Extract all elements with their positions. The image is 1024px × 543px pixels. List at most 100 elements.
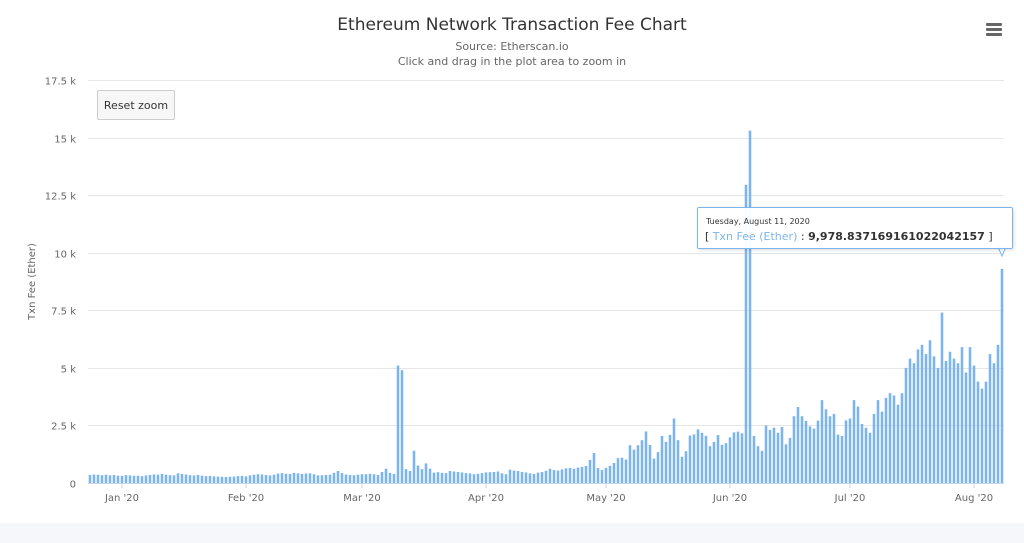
bar[interactable]	[728, 437, 732, 483]
bar[interactable]	[220, 476, 224, 483]
bar[interactable]	[388, 472, 392, 483]
bar[interactable]	[680, 456, 684, 483]
bar[interactable]	[208, 475, 212, 483]
bar[interactable]	[756, 446, 760, 483]
bar[interactable]	[336, 471, 340, 483]
bar[interactable]	[356, 474, 360, 483]
bar[interactable]	[548, 468, 552, 483]
bar[interactable]	[744, 184, 748, 483]
bar[interactable]	[552, 470, 556, 483]
bar[interactable]	[964, 372, 968, 483]
bar[interactable]	[908, 358, 912, 483]
bar[interactable]	[704, 435, 708, 483]
bar[interactable]	[188, 475, 192, 483]
bar[interactable]	[216, 476, 220, 483]
bar[interactable]	[940, 312, 944, 483]
bar[interactable]	[344, 474, 348, 483]
bar[interactable]	[920, 344, 924, 483]
bar[interactable]	[520, 471, 524, 483]
bar[interactable]	[396, 365, 400, 483]
bar[interactable]	[676, 440, 680, 483]
bar[interactable]	[724, 443, 728, 483]
bar[interactable]	[196, 474, 200, 483]
bar[interactable]	[876, 400, 880, 483]
bar[interactable]	[780, 427, 784, 483]
bar[interactable]	[956, 363, 960, 483]
bar[interactable]	[732, 432, 736, 483]
bar[interactable]	[516, 471, 520, 483]
bar[interactable]	[236, 476, 240, 483]
bar[interactable]	[784, 444, 788, 483]
bar[interactable]	[788, 437, 792, 483]
bar[interactable]	[392, 474, 396, 483]
bar[interactable]	[180, 474, 184, 483]
bar[interactable]	[936, 367, 940, 483]
bar[interactable]	[864, 427, 868, 483]
bar[interactable]	[700, 432, 704, 483]
bar[interactable]	[856, 406, 860, 483]
bar[interactable]	[560, 469, 564, 483]
bar[interactable]	[896, 404, 900, 483]
bar[interactable]	[632, 449, 636, 483]
bar[interactable]	[760, 450, 764, 483]
bar[interactable]	[800, 416, 804, 483]
bar[interactable]	[524, 472, 528, 483]
bar[interactable]	[172, 475, 176, 483]
bar[interactable]	[184, 474, 188, 483]
bar[interactable]	[288, 474, 292, 483]
bar[interactable]	[368, 473, 372, 483]
bar[interactable]	[436, 472, 440, 483]
bar[interactable]	[312, 474, 316, 483]
bar[interactable]	[128, 475, 132, 483]
bar[interactable]	[328, 474, 332, 483]
bar[interactable]	[100, 475, 104, 483]
bar[interactable]	[1000, 268, 1004, 483]
chart-plot[interactable]: 0 2.5 k 5 k 7.5 k 10 k 12.5 k 15 k 17.5 k Jan '2…	[0, 0, 1024, 523]
bar[interactable]	[968, 347, 972, 483]
bar[interactable]	[992, 363, 996, 483]
bar[interactable]	[592, 453, 596, 483]
bar[interactable]	[152, 474, 156, 483]
bar[interactable]	[972, 365, 976, 483]
bar[interactable]	[668, 434, 672, 483]
bar[interactable]	[948, 351, 952, 483]
bar[interactable]	[624, 459, 628, 483]
bar[interactable]	[576, 467, 580, 483]
bar[interactable]	[840, 436, 844, 483]
bar[interactable]	[292, 472, 296, 483]
bar[interactable]	[996, 344, 1000, 483]
bar[interactable]	[512, 470, 516, 483]
bar[interactable]	[660, 436, 664, 483]
bar[interactable]	[672, 418, 676, 483]
bar[interactable]	[892, 395, 896, 483]
bar[interactable]	[564, 468, 568, 483]
bar[interactable]	[124, 475, 128, 483]
bar[interactable]	[352, 475, 356, 483]
bar[interactable]	[684, 451, 688, 483]
bar[interactable]	[836, 434, 840, 483]
bar[interactable]	[420, 469, 424, 483]
bar[interactable]	[320, 475, 324, 483]
bar[interactable]	[460, 472, 464, 483]
bar[interactable]	[580, 466, 584, 483]
bar[interactable]	[768, 430, 772, 483]
bar[interactable]	[228, 476, 232, 483]
bar[interactable]	[928, 340, 932, 483]
bar[interactable]	[376, 474, 380, 483]
bar[interactable]	[88, 474, 92, 483]
bar[interactable]	[692, 434, 696, 483]
bar[interactable]	[444, 473, 448, 483]
bar[interactable]	[256, 474, 260, 483]
bar[interactable]	[468, 473, 472, 483]
bar[interactable]	[752, 436, 756, 483]
bar[interactable]	[452, 471, 456, 483]
bar[interactable]	[844, 420, 848, 483]
bar[interactable]	[464, 473, 468, 483]
bar[interactable]	[500, 473, 504, 483]
bar[interactable]	[112, 474, 116, 483]
bar[interactable]	[640, 440, 644, 483]
bar[interactable]	[872, 413, 876, 483]
bar[interactable]	[120, 475, 124, 483]
bar[interactable]	[404, 469, 408, 483]
bar[interactable]	[132, 475, 136, 483]
